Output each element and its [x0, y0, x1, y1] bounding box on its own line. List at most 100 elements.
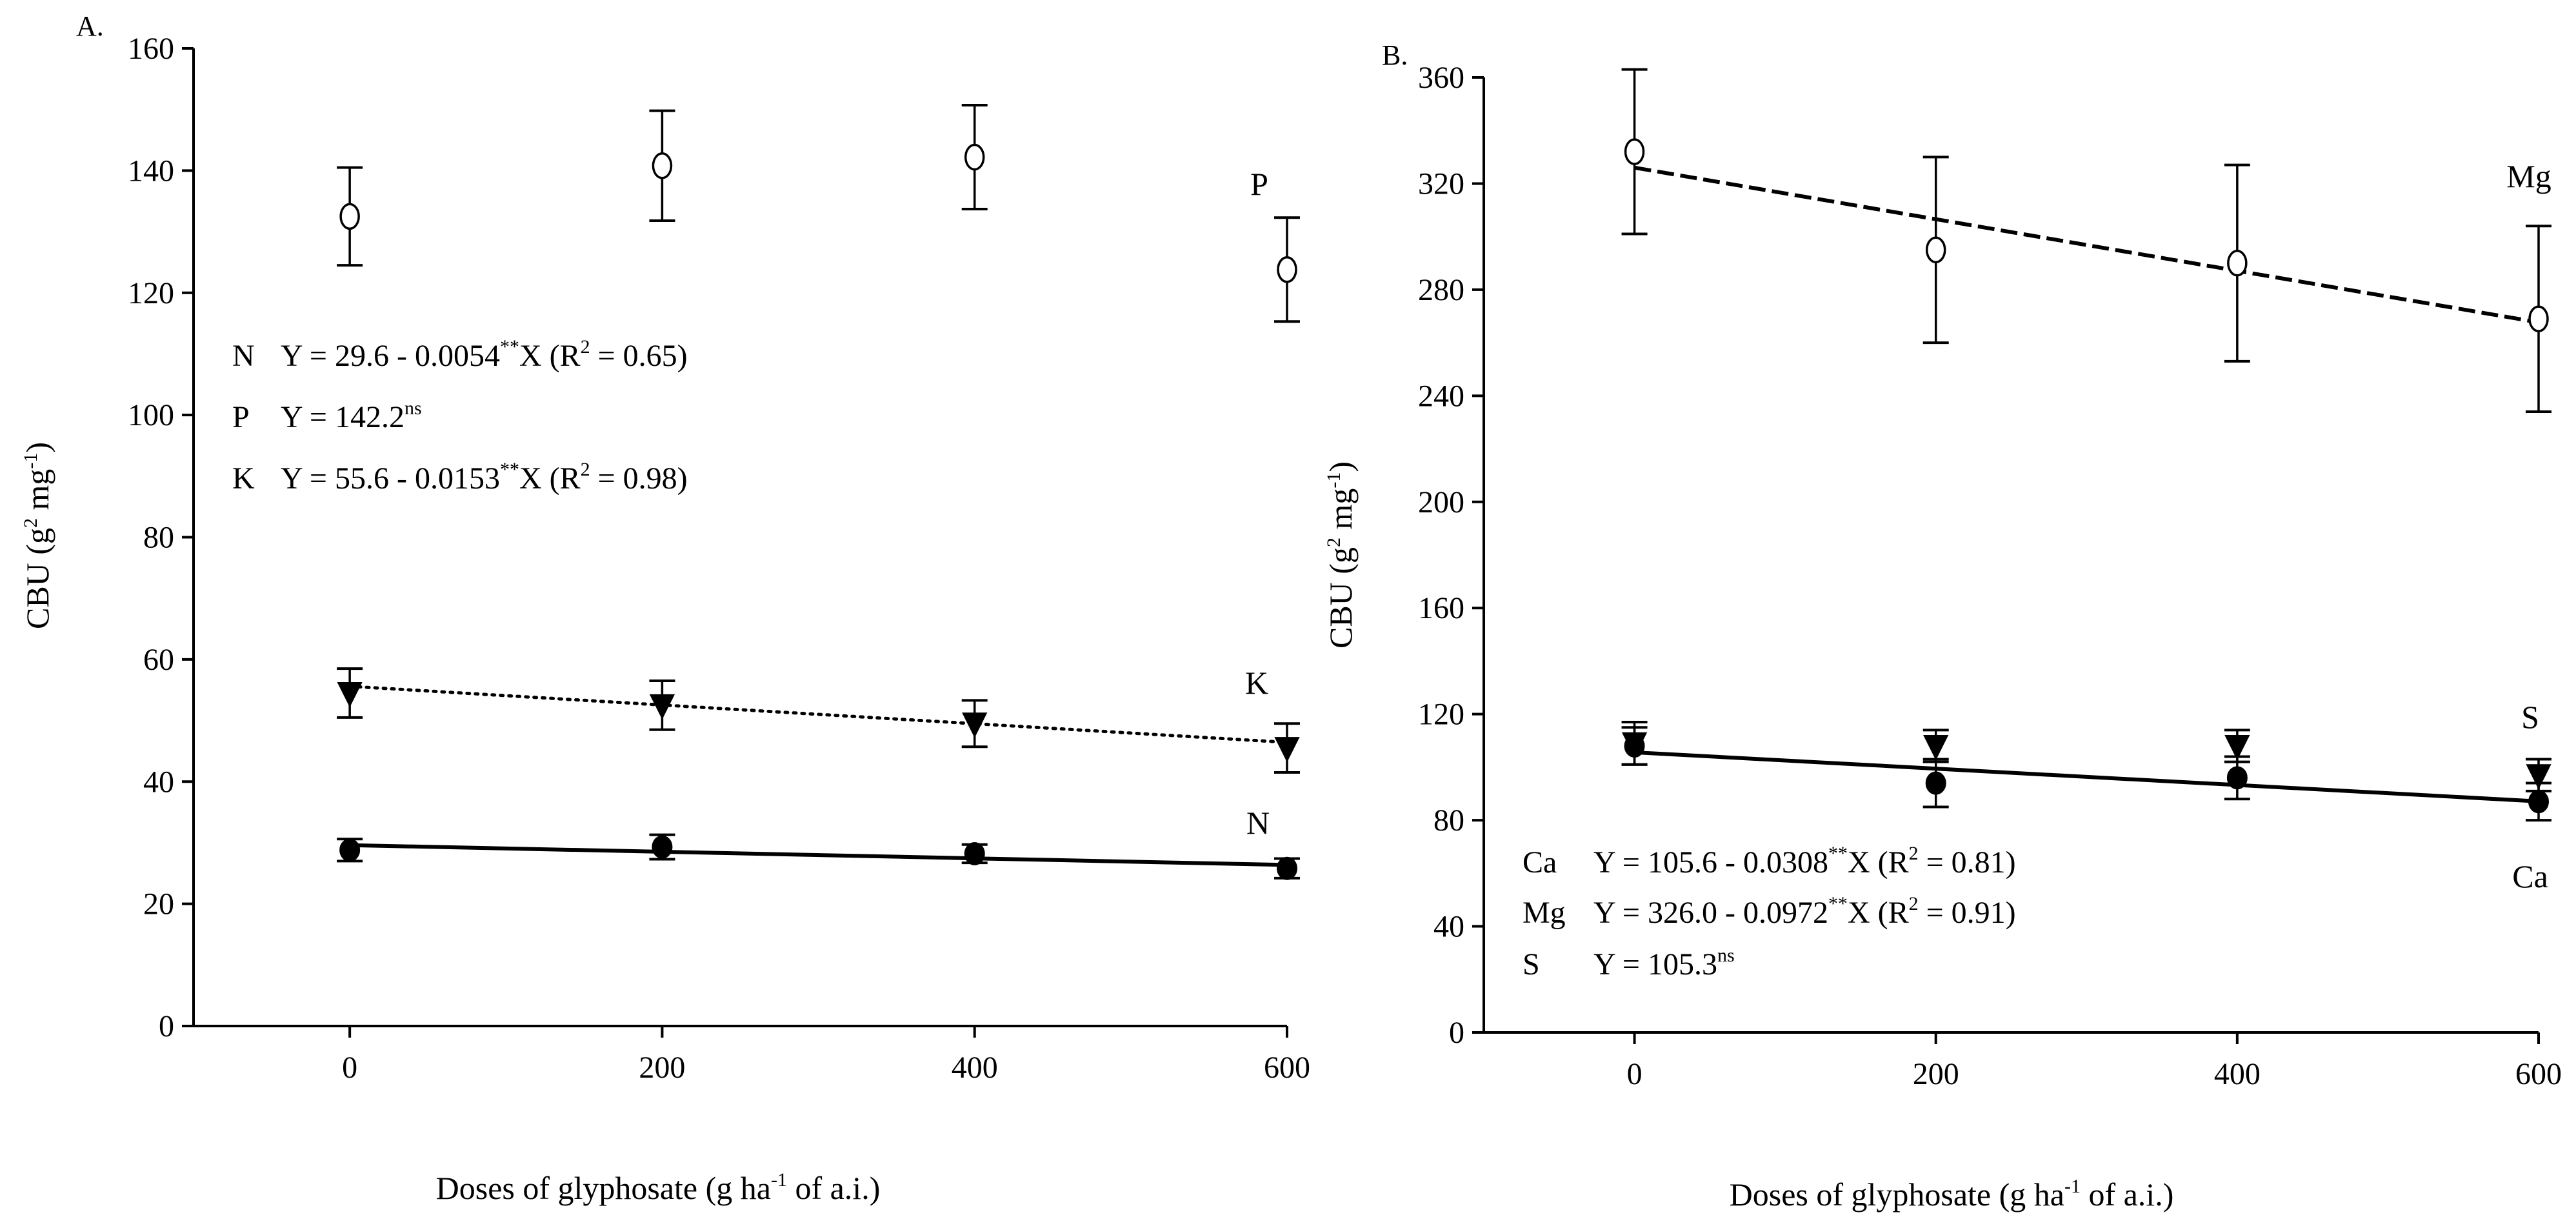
x-tick-label: 200 — [639, 1051, 685, 1085]
data-point-ca — [1925, 771, 1946, 795]
series-label-s: S — [2521, 699, 2539, 735]
x-tick-label: 200 — [1913, 1057, 1959, 1091]
equation-tail: X (R — [519, 339, 581, 373]
data-point-s — [2526, 764, 2551, 790]
y-tick-label: 240 — [1418, 379, 1464, 413]
x-axis-title-sup: -1 — [771, 1169, 787, 1191]
series-label-p: P — [1250, 166, 1268, 202]
x-axis-title-sup: -1 — [2064, 1176, 2081, 1197]
y-tick-label: 0 — [159, 1009, 174, 1043]
data-point-s — [1923, 735, 1949, 761]
equation-r2-sup: 2 — [1909, 893, 1919, 914]
fit-line-mg — [1634, 165, 2539, 325]
y-axis-title: CBU (g2 mg-1) — [1323, 461, 1359, 649]
equation-tail: X (R — [519, 461, 581, 496]
y-axis-title-base: CBU (g — [1323, 547, 1359, 649]
y-tick-label: 20 — [143, 887, 174, 921]
equation-element: P — [232, 400, 250, 434]
x-axis-title-end: of a.i.) — [2081, 1176, 2173, 1213]
equation-tail: X (R — [1848, 896, 1909, 930]
x-tick-label: 600 — [1264, 1051, 1310, 1085]
y-tick-label: 140 — [128, 154, 174, 188]
x-tick-label: 600 — [2515, 1057, 2562, 1091]
data-point-k — [649, 694, 675, 720]
data-point-n — [652, 835, 673, 859]
data-point-k — [337, 681, 363, 708]
equation-significance: ns — [1717, 945, 1735, 966]
series-label-mg: Mg — [2506, 158, 2551, 194]
equation-text: Y = 29.6 - 0.0054**X (R2 = 0.65) — [281, 336, 688, 373]
series-label-k: K — [1245, 665, 1268, 701]
x-tick-label: 0 — [1627, 1057, 1642, 1091]
equation-r2-sup: 2 — [581, 336, 590, 357]
data-point-p — [1277, 256, 1297, 283]
x-axis-title: Doses of glyphosate (g ha-1 of a.i.) — [436, 1169, 881, 1206]
equation-significance: ns — [404, 398, 422, 419]
y-tick-label: 280 — [1418, 273, 1464, 307]
equation-tail: X (R — [1848, 845, 1909, 880]
y-axis-title-sup: 2 — [1323, 538, 1344, 547]
x-axis-title: Doses of glyphosate (g ha-1 of a.i.) — [1730, 1176, 2174, 1213]
x-tick-label: 400 — [952, 1051, 998, 1085]
y-tick-label: 120 — [1418, 698, 1464, 732]
y-axis-title-mid: mg — [1323, 488, 1359, 538]
series-label-n: N — [1246, 805, 1270, 841]
y-tick-label: 360 — [1418, 61, 1464, 95]
y-axis-title-sup: -1 — [1323, 472, 1344, 488]
equation-r2-sup: 2 — [581, 459, 590, 480]
data-point-n — [1277, 856, 1297, 880]
y-tick-label: 40 — [143, 765, 174, 799]
equation-text: Y = 326.0 - 0.0972**X (R2 = 0.91) — [1593, 893, 2016, 930]
y-tick-label: 100 — [128, 398, 174, 432]
data-point-k — [1274, 737, 1300, 763]
equation-r2-sup: 2 — [1909, 843, 1919, 864]
equation-text: Y = 105.6 - 0.0308**X (R2 = 0.81) — [1593, 843, 2016, 880]
equation-significance: ** — [1828, 843, 1848, 864]
data-point-p — [964, 143, 985, 171]
y-tick-label: 80 — [1433, 803, 1464, 838]
equation-text: Y = 142.2ns — [281, 398, 422, 434]
y-axis-title: CBU (g2 mg-1) — [19, 442, 55, 629]
data-point-mg — [2227, 250, 2248, 277]
equation-element: Ca — [1523, 845, 1557, 880]
y-tick-label: 200 — [1418, 485, 1464, 519]
y-axis-title-sup: 2 — [20, 518, 41, 528]
data-point-ca — [2528, 790, 2549, 814]
fit-line-n — [350, 843, 1288, 867]
equation-body: Y = 142.2 — [281, 400, 404, 434]
equation-element: S — [1523, 947, 1540, 981]
equation-body: Y = 29.6 - 0.0054 — [281, 339, 500, 373]
equation-body: Y = 326.0 - 0.0972 — [1593, 896, 1828, 930]
data-point-s — [2224, 735, 2250, 761]
data-point-n — [964, 841, 985, 865]
y-tick-label: 80 — [143, 521, 174, 555]
y-axis-title-end: ) — [19, 442, 55, 453]
equation-element: N — [232, 339, 255, 373]
data-point-p — [339, 203, 360, 230]
equation-significance: ** — [500, 336, 519, 357]
data-point-mg — [1925, 236, 1946, 263]
data-point-mg — [2528, 305, 2549, 332]
y-axis-title-base: CBU (g — [19, 528, 55, 629]
y-tick-label: 160 — [128, 32, 174, 66]
equation-text: Y = 55.6 - 0.0153**X (R2 = 0.98) — [281, 459, 688, 496]
data-point-k — [962, 712, 988, 738]
x-tick-label: 0 — [342, 1051, 357, 1085]
y-tick-label: 160 — [1418, 591, 1464, 625]
data-point-ca — [1624, 734, 1645, 758]
equation-body: Y = 55.6 - 0.0153 — [281, 461, 500, 496]
y-tick-label: 320 — [1418, 166, 1464, 201]
equation-significance: ** — [1828, 893, 1848, 914]
equation-body: Y = 105.3 — [1593, 947, 1717, 981]
x-axis-title-base: Doses of glyphosate (g ha — [436, 1170, 771, 1206]
fit-line-k — [348, 685, 1289, 744]
y-axis-title-end: ) — [1323, 461, 1359, 472]
data-point-n — [339, 838, 361, 862]
y-axis-title-sup: -1 — [20, 453, 41, 469]
x-axis-title-end: of a.i.) — [787, 1170, 880, 1206]
y-tick-label: 120 — [128, 276, 174, 310]
equation-r2: = 0.91) — [1919, 896, 2016, 930]
y-tick-label: 0 — [1449, 1016, 1464, 1050]
equation-r2: = 0.65) — [590, 339, 688, 373]
